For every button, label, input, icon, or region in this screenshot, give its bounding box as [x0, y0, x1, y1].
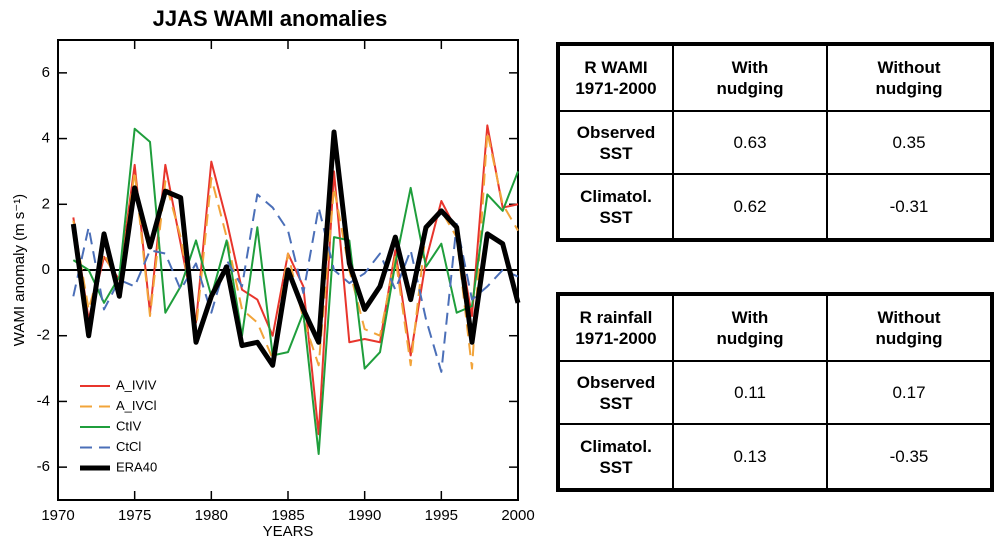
y-tick-label: -4 [37, 392, 50, 409]
value-cell: 0.63 [674, 112, 828, 175]
series-line [70, 129, 521, 368]
cell-line: With [731, 58, 769, 77]
legend-label: ERA40 [116, 459, 157, 474]
header-cell: With nudging [674, 296, 828, 362]
x-tick-label: 1990 [348, 507, 381, 524]
x-tick-label: 1980 [195, 507, 228, 524]
header-cell: R WAMI 1971-2000 [560, 46, 674, 112]
header-cell: Without nudging [828, 46, 990, 112]
value-cell: -0.31 [889, 197, 929, 216]
cell-line: Observed [576, 122, 656, 142]
cell-line: R WAMI [584, 58, 648, 77]
legend-label: A_IVCl [116, 398, 157, 413]
y-tick-label: 2 [42, 195, 50, 212]
results-table: R WAMI 1971-2000 With nudging Without nudging… [556, 42, 994, 242]
cell-line: Without [877, 308, 941, 327]
header-cell: R rainfall 1971-2000 [560, 296, 674, 362]
y-tick-label: -6 [37, 458, 50, 475]
value-cell: 0.62 [674, 175, 828, 238]
legend-label: A_IVIV [116, 377, 157, 392]
cell-line: 1971-2000 [575, 329, 657, 348]
header-cell: With nudging [674, 46, 828, 112]
cell-line: nudging [716, 79, 784, 98]
cell-line: SST [599, 143, 633, 163]
chart: JJAS WAMI anomalies YEARS WAMI anomaly (… [11, 6, 535, 540]
cell-line: SST [599, 393, 633, 413]
x-tick-label: 1985 [271, 507, 304, 524]
results-table: R rainfall 1971-2000 With nudging Without nud… [556, 292, 994, 492]
y-tick-label: 4 [42, 130, 50, 147]
y-tick-label: -2 [37, 327, 50, 344]
legend-label: CtCl [116, 439, 141, 454]
value-cell: 0.11 [674, 362, 828, 425]
cell-line: With [731, 308, 769, 327]
y-axis-label: WAMI anomaly (m s⁻¹) [11, 194, 28, 346]
cell-line: nudging [875, 329, 943, 348]
cell-line: Climatol. [580, 186, 652, 206]
cell-line: nudging [875, 79, 943, 98]
chart-title: JJAS WAMI anomalies [153, 6, 388, 31]
cell-line: SST [599, 207, 633, 227]
cell-line: nudging [716, 329, 784, 348]
x-tick-label: 1995 [425, 507, 458, 524]
y-tick-label: 6 [42, 64, 50, 81]
cell-line: Without [877, 58, 941, 77]
x-tick-label: 1975 [118, 507, 151, 524]
x-tick-label: 1970 [41, 507, 74, 524]
series-line [72, 124, 519, 436]
value-cell: 0.17 [828, 362, 990, 425]
row-header-cell: Climatol. SST [560, 425, 674, 488]
header-cell: Without nudging [828, 296, 990, 362]
series-line [72, 127, 519, 455]
row-header-cell: Climatol. SST [560, 175, 674, 238]
value-cell: -0.35 [889, 447, 929, 466]
series-line [72, 193, 519, 373]
value-cell: 0.13 [674, 425, 828, 488]
row-header-cell: Observed SST [560, 112, 674, 175]
cell-line: Observed [576, 372, 656, 392]
x-tick-label: 2000 [501, 507, 534, 524]
legend-label: CtIV [116, 418, 142, 433]
cell-line: 1971-2000 [575, 79, 657, 98]
row-header-cell: Observed SST [560, 362, 674, 425]
y-tick-label: 0 [42, 261, 50, 278]
value-cell: 0.35 [828, 112, 990, 175]
cell-line: SST [599, 457, 633, 477]
cell-line: R rainfall [579, 308, 653, 327]
x-axis-label: YEARS [263, 523, 314, 540]
cell-line: Climatol. [580, 436, 652, 456]
